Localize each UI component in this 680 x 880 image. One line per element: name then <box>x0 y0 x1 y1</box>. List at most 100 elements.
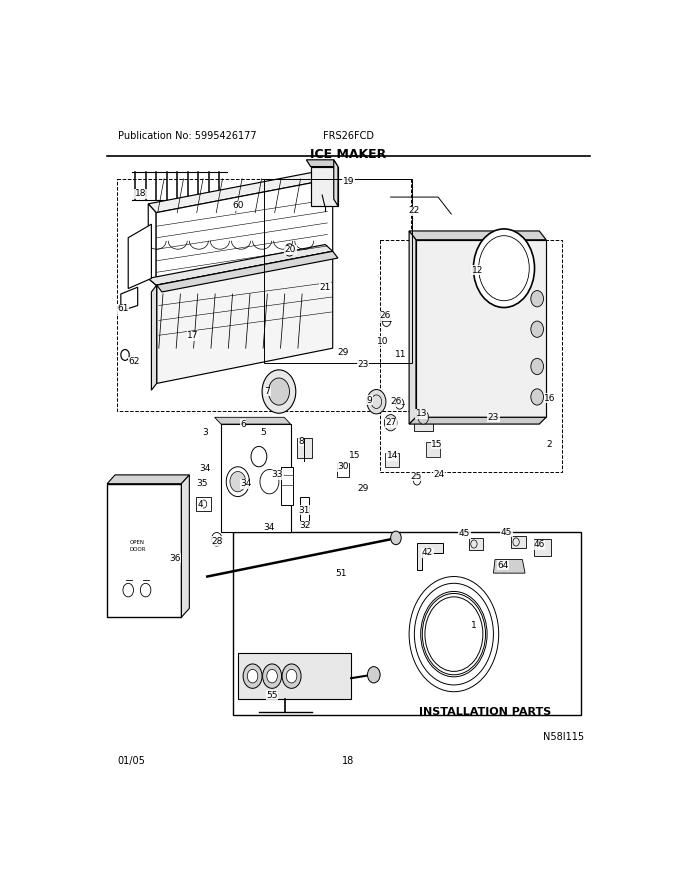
Polygon shape <box>248 655 264 677</box>
Circle shape <box>418 410 428 424</box>
Text: 64: 64 <box>497 561 509 569</box>
Polygon shape <box>107 484 182 617</box>
Polygon shape <box>307 160 338 166</box>
Polygon shape <box>281 467 293 505</box>
Circle shape <box>531 290 543 307</box>
Text: ICE MAKER: ICE MAKER <box>310 148 387 161</box>
Text: 29: 29 <box>357 484 369 493</box>
Polygon shape <box>238 653 351 699</box>
Polygon shape <box>182 475 189 617</box>
Text: 4: 4 <box>197 500 203 509</box>
Text: 9: 9 <box>367 396 373 405</box>
Text: 45: 45 <box>501 528 512 537</box>
Polygon shape <box>107 475 189 484</box>
Polygon shape <box>469 538 483 550</box>
Polygon shape <box>409 231 546 239</box>
Polygon shape <box>226 431 248 448</box>
Polygon shape <box>421 316 441 353</box>
Text: 55: 55 <box>267 691 278 700</box>
Polygon shape <box>148 170 333 213</box>
Text: 45: 45 <box>459 530 470 539</box>
Text: 32: 32 <box>300 521 311 531</box>
Text: N58I115: N58I115 <box>543 732 585 743</box>
Text: 12: 12 <box>472 266 483 275</box>
Text: 60: 60 <box>232 202 243 210</box>
Text: 15: 15 <box>349 451 360 460</box>
Text: 22: 22 <box>409 206 420 215</box>
Text: 36: 36 <box>169 554 180 562</box>
Text: 3: 3 <box>202 429 208 437</box>
Text: 27: 27 <box>385 418 396 427</box>
Text: 8: 8 <box>299 436 304 445</box>
Text: 11: 11 <box>396 350 407 359</box>
Circle shape <box>267 670 277 683</box>
Text: 23: 23 <box>488 413 499 422</box>
Polygon shape <box>432 346 449 377</box>
Text: 20: 20 <box>285 246 296 254</box>
Text: 34: 34 <box>264 523 275 532</box>
Polygon shape <box>496 252 515 285</box>
Polygon shape <box>337 464 348 477</box>
Polygon shape <box>156 252 338 292</box>
Polygon shape <box>152 285 156 390</box>
Text: 30: 30 <box>337 462 349 472</box>
Circle shape <box>269 378 290 405</box>
Text: 24: 24 <box>433 471 444 480</box>
Circle shape <box>230 472 245 492</box>
Text: 26: 26 <box>379 312 391 320</box>
Text: FRS26FCD: FRS26FCD <box>323 131 374 142</box>
Text: 13: 13 <box>415 409 427 418</box>
Text: 7: 7 <box>265 387 270 396</box>
Circle shape <box>248 670 258 683</box>
Text: 1: 1 <box>471 621 477 630</box>
Text: 26: 26 <box>390 397 402 407</box>
Circle shape <box>262 664 282 688</box>
Polygon shape <box>300 497 309 524</box>
Polygon shape <box>426 443 440 458</box>
Text: 23: 23 <box>358 360 369 369</box>
Polygon shape <box>307 655 322 677</box>
Polygon shape <box>196 497 211 510</box>
Text: 25: 25 <box>410 472 422 480</box>
Text: 42: 42 <box>422 548 433 557</box>
Polygon shape <box>414 405 432 431</box>
Text: 33: 33 <box>271 471 283 480</box>
Polygon shape <box>330 655 346 677</box>
Text: 28: 28 <box>211 537 222 546</box>
Polygon shape <box>417 543 443 569</box>
Circle shape <box>390 532 401 545</box>
Text: 18: 18 <box>342 756 355 766</box>
Text: 62: 62 <box>129 357 139 366</box>
Circle shape <box>367 667 380 683</box>
Polygon shape <box>534 539 551 556</box>
Polygon shape <box>511 536 526 548</box>
Polygon shape <box>148 204 156 285</box>
Text: 18: 18 <box>135 189 146 198</box>
Circle shape <box>262 370 296 414</box>
Text: 15: 15 <box>431 440 443 449</box>
Text: Publication No: 5995426177: Publication No: 5995426177 <box>118 131 256 142</box>
Polygon shape <box>156 252 333 384</box>
Text: INSTALLATION PARTS: INSTALLATION PARTS <box>420 708 551 717</box>
Text: 14: 14 <box>386 451 398 460</box>
Text: OPEN
DOOR: OPEN DOOR <box>129 540 146 552</box>
Polygon shape <box>129 224 152 289</box>
Polygon shape <box>215 417 290 424</box>
Circle shape <box>211 532 222 546</box>
Circle shape <box>251 446 267 466</box>
Polygon shape <box>409 417 546 424</box>
Text: 2: 2 <box>546 440 551 449</box>
Text: 21: 21 <box>319 282 330 291</box>
Polygon shape <box>416 239 546 417</box>
Circle shape <box>243 664 262 688</box>
Text: 16: 16 <box>544 394 556 403</box>
Circle shape <box>201 500 207 508</box>
Circle shape <box>473 229 534 307</box>
Text: 10: 10 <box>377 337 388 346</box>
Circle shape <box>260 469 279 494</box>
Circle shape <box>285 244 294 256</box>
Polygon shape <box>156 179 333 285</box>
Circle shape <box>367 390 386 414</box>
Polygon shape <box>409 231 416 424</box>
Polygon shape <box>297 437 311 458</box>
